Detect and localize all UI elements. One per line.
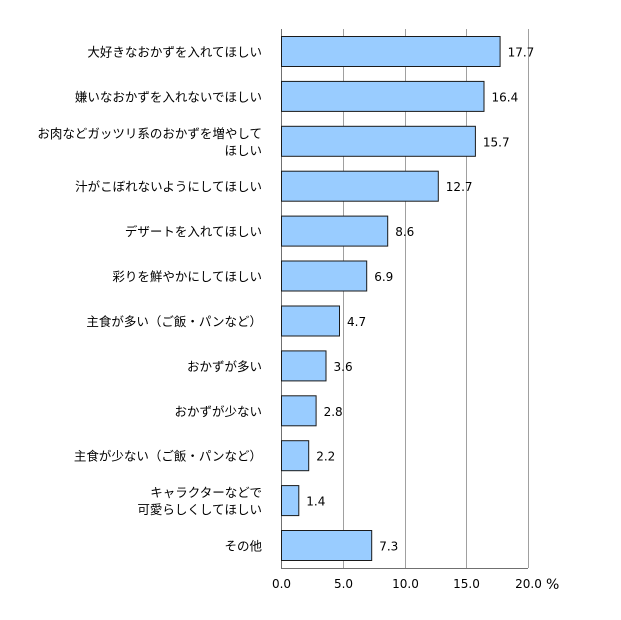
value-label: 7.3 (379, 540, 398, 554)
category-labels: 大好きなおかずを入れてほしい嫌いなおかずを入れないでほしいお肉などガッツリ系のお… (37, 45, 262, 554)
value-label: 15.7 (483, 135, 510, 149)
category-label: その他 (224, 539, 262, 554)
bar (281, 36, 501, 67)
bar (281, 305, 340, 337)
grid-lines (281, 29, 529, 569)
bar (281, 260, 368, 292)
value-label: 3.6 (334, 360, 353, 374)
x-tick-label: 20.0 (515, 577, 542, 591)
value-label: 4.7 (347, 315, 366, 329)
category-label: デザートを入れてほしい (125, 224, 262, 239)
value-label: 6.9 (374, 270, 393, 284)
value-label: 1.4 (306, 495, 325, 509)
bar (281, 170, 439, 202)
x-tick-label: 10.0 (392, 577, 419, 591)
x-axis-unit: % (546, 577, 559, 593)
x-tick-label: 0.0 (272, 577, 291, 591)
value-label: 2.2 (316, 450, 335, 464)
value-label: 8.6 (395, 225, 414, 239)
value-label: 2.8 (324, 405, 343, 419)
bar (281, 395, 317, 427)
x-tick-label: 15.0 (453, 577, 480, 591)
bar (281, 530, 373, 561)
value-labels: 17.7 16.4 15.7 12.7 8.6 6.9 4.7 3.6 2.8 2.2 1.4 7.3 (306, 46, 534, 554)
category-label: 主食が多い（ご飯・パンなど） (86, 314, 262, 329)
bar (281, 80, 485, 112)
bar (281, 440, 310, 472)
category-label: 大好きなおかずを入れてほしい (87, 45, 262, 60)
category-label: おかずが少ない (174, 404, 262, 419)
category-label: 嫌いなおかずを入れないでほしい (75, 89, 262, 104)
x-tick-label: 5.0 (334, 577, 353, 591)
value-label: 12.7 (446, 180, 473, 194)
category-label: お肉などガッツリ系のおかずを増やしてほしい (37, 126, 262, 158)
value-label: 16.4 (492, 90, 519, 104)
category-label: 汁がこぼれないようにしてほしい (75, 179, 262, 194)
category-label: 彩りを鮮やかにしてほしい (112, 269, 262, 284)
bars (281, 36, 501, 561)
category-label: おかずが多い (187, 359, 262, 374)
bar (281, 125, 476, 157)
value-label: 17.7 (508, 46, 535, 60)
bar (281, 350, 327, 382)
category-label: 主食が少ない（ご飯・パンなど） (74, 449, 262, 464)
category-label: キャラクターなどで可愛らしくしてほしい (137, 485, 262, 517)
bar (281, 485, 300, 517)
x-axis-ticks: 0.0 5.0 10.0 15.0 20.0 (272, 577, 542, 591)
bar (281, 215, 389, 247)
